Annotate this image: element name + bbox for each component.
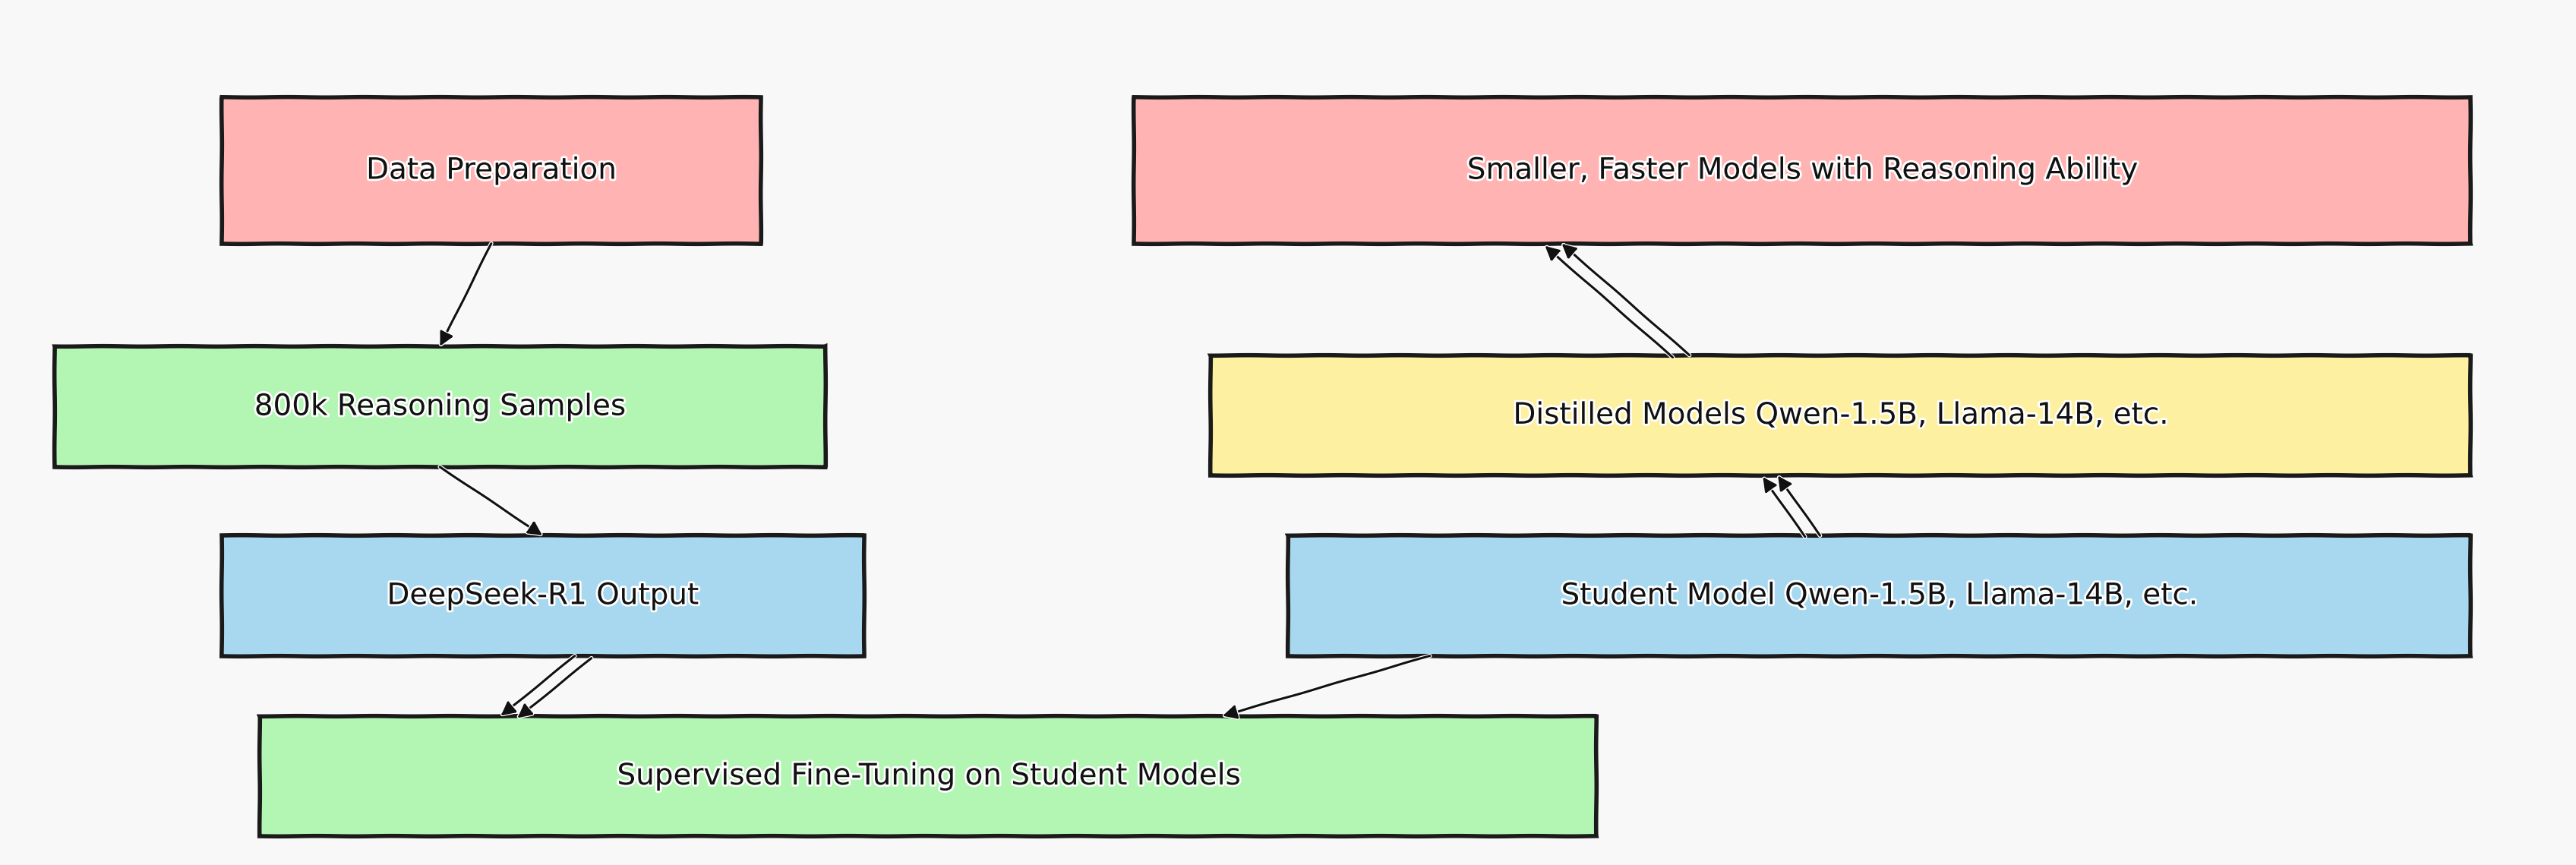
Text: Data Preparation: Data Preparation xyxy=(366,156,616,185)
FancyBboxPatch shape xyxy=(54,347,824,467)
Text: 800k Reasoning Samples: 800k Reasoning Samples xyxy=(255,393,626,421)
FancyBboxPatch shape xyxy=(222,535,863,656)
Text: Student Model Qwen-1.5B, Llama-14B, etc.: Student Model Qwen-1.5B, Llama-14B, etc. xyxy=(1561,581,2197,610)
Text: Supervised Fine-Tuning on Student Models: Supervised Fine-Tuning on Student Models xyxy=(618,762,1239,791)
Text: Distilled Models Qwen-1.5B, Llama-14B, etc.: Distilled Models Qwen-1.5B, Llama-14B, e… xyxy=(1512,400,2169,430)
FancyBboxPatch shape xyxy=(1133,98,2470,244)
FancyBboxPatch shape xyxy=(222,98,760,244)
Text: DeepSeek-R1 Output: DeepSeek-R1 Output xyxy=(386,581,698,610)
FancyBboxPatch shape xyxy=(1288,535,2470,656)
Text: Smaller, Faster Models with Reasoning Ability: Smaller, Faster Models with Reasoning Ab… xyxy=(1468,156,2138,185)
FancyBboxPatch shape xyxy=(1211,356,2470,476)
FancyBboxPatch shape xyxy=(260,716,1597,836)
